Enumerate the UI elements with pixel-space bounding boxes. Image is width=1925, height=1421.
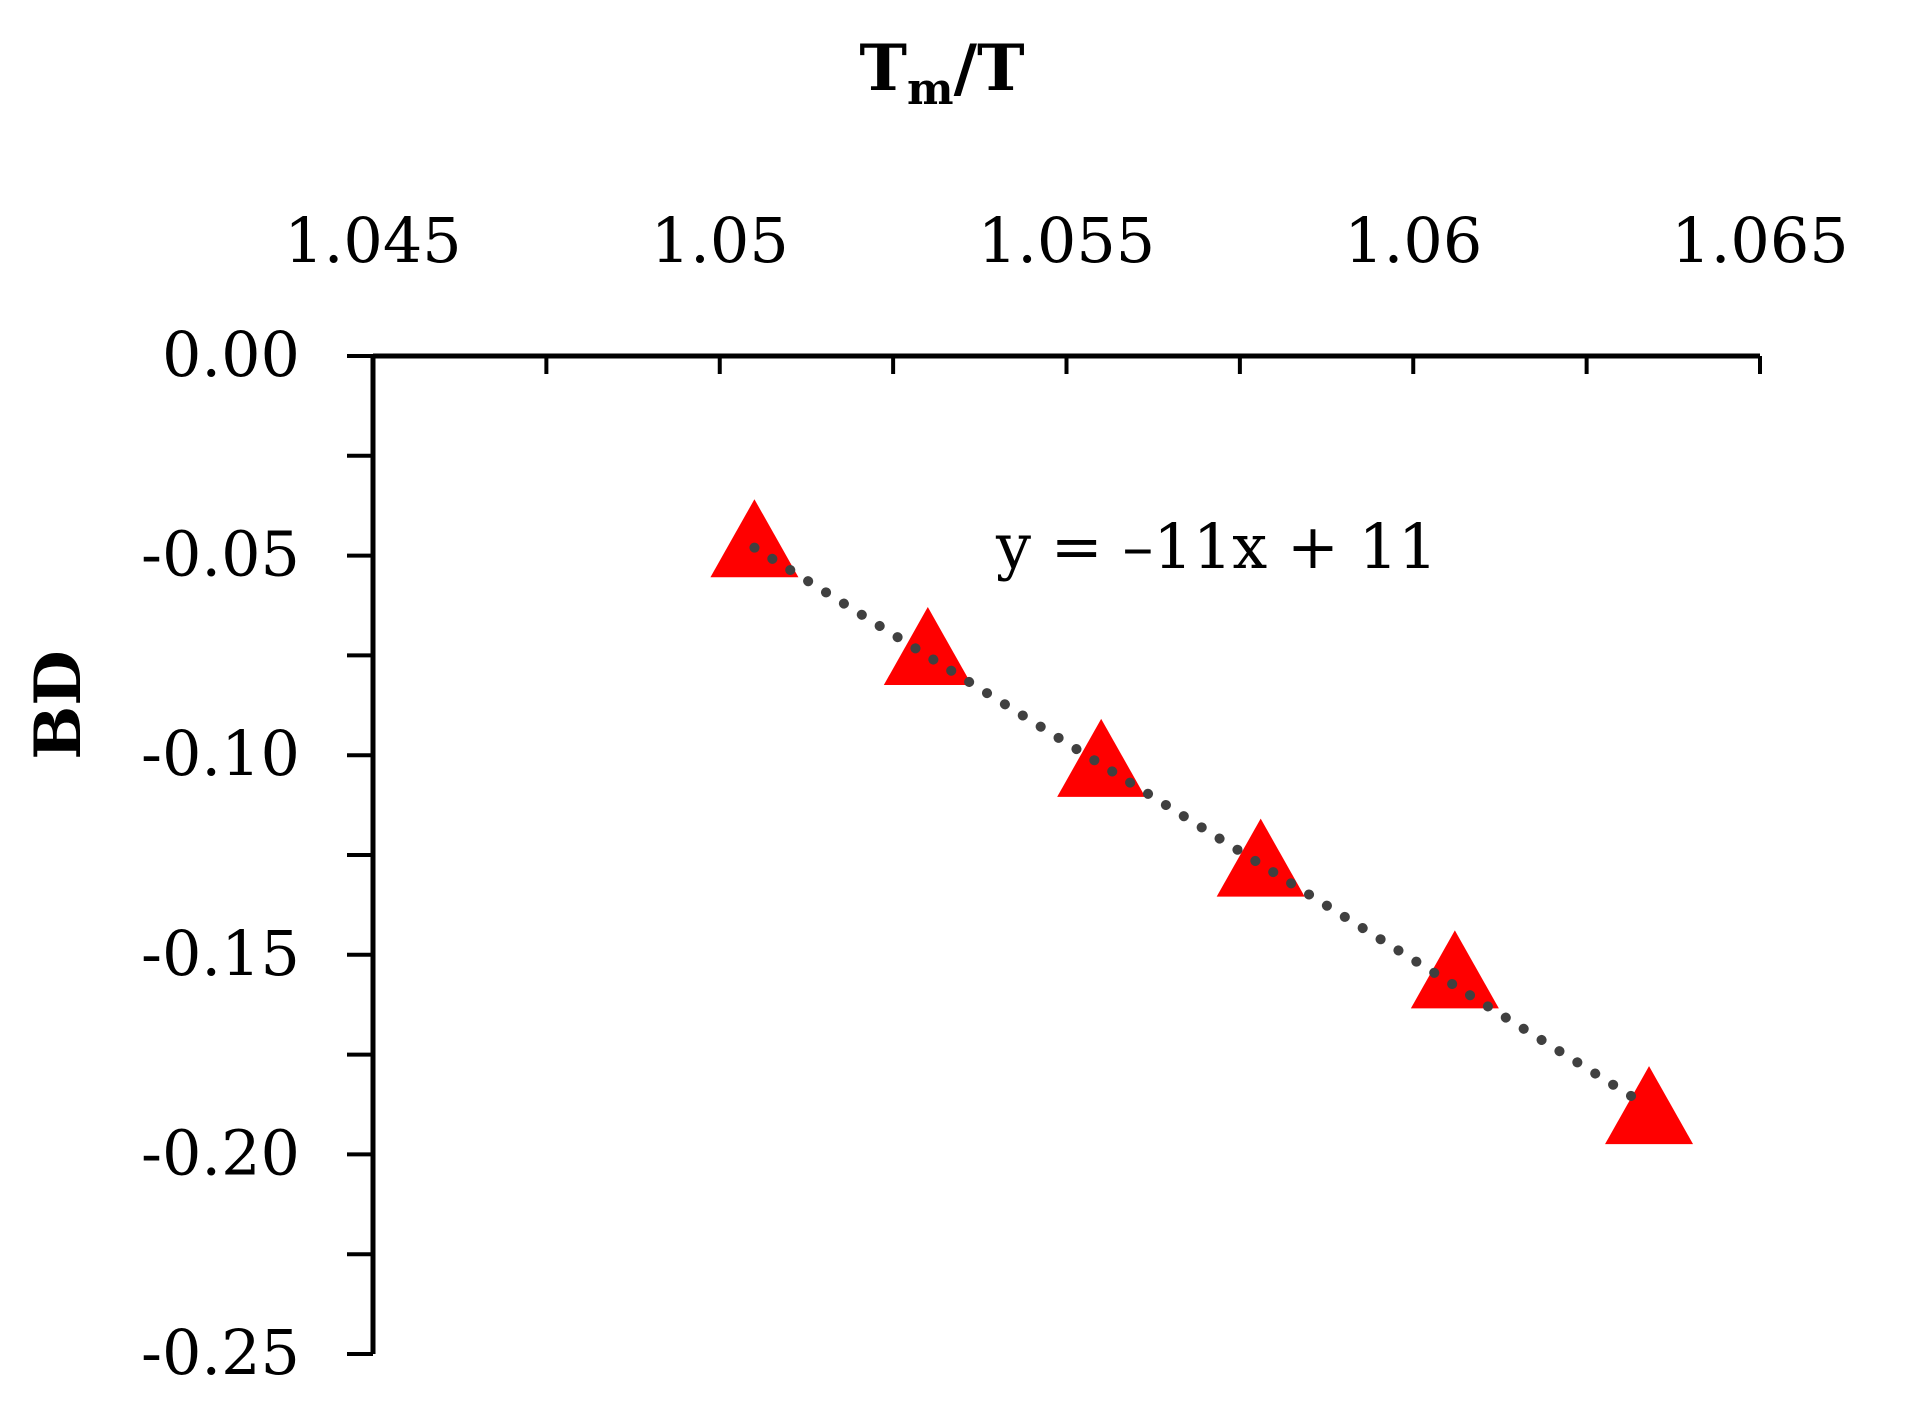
trendline-equation: y = –11x + 11 [995, 510, 1438, 583]
x-tick-label: 1.05 [651, 204, 789, 277]
data-points [710, 499, 1694, 1145]
y-tick-label: -0.05 [141, 518, 300, 591]
data-point-triangle [1605, 1066, 1694, 1145]
trendline-group [749, 542, 1641, 1104]
x-tick-label: 1.065 [1671, 204, 1849, 277]
ticks [347, 354, 1762, 1356]
data-point-triangle [1057, 718, 1146, 797]
y-tick-label: -0.15 [141, 917, 300, 990]
x-tick-label: 1.055 [978, 204, 1156, 277]
data-point-triangle [1410, 930, 1499, 1009]
x-tick-label: 1.06 [1344, 204, 1482, 277]
y-axis-title: BD [21, 650, 96, 760]
axes [370, 353, 1760, 1354]
trendline [749, 542, 1641, 1104]
x-axis-title: Tm/T [859, 31, 1024, 115]
data-point-triangle [883, 607, 972, 686]
data-point-triangle [710, 499, 799, 578]
labels: 1.045 1.05 1.055 1.06 1.065 0.00 -0.05 -0.10 -0.… [21, 31, 1849, 1389]
y-tick-label: -0.25 [141, 1316, 300, 1389]
y-tick-label: 0.00 [162, 318, 300, 391]
y-tick-label: -0.20 [141, 1116, 300, 1189]
x-tick-label: 1.045 [284, 204, 462, 277]
data-point-triangle [1216, 818, 1305, 897]
y-tick-label: -0.10 [141, 717, 300, 790]
